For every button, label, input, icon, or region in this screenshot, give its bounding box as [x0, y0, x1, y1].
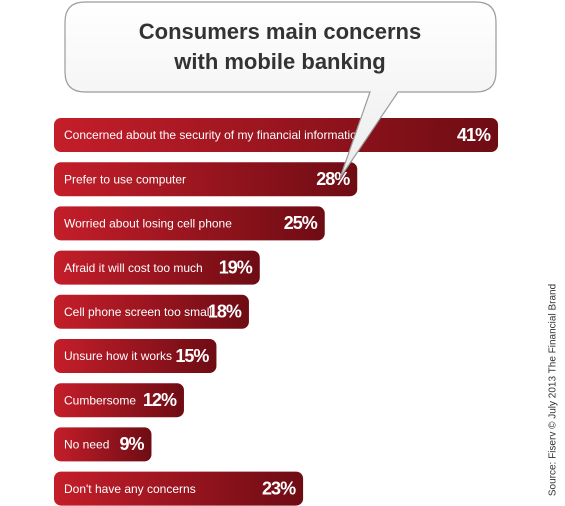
- speech-bubble: [64, 1, 497, 179]
- category-label: No need: [64, 438, 109, 452]
- category-label: Don't have any concerns: [64, 482, 196, 496]
- value-label: 19%: [219, 257, 253, 277]
- value-label: 9%: [119, 434, 144, 454]
- chart-title: with mobile banking: [173, 49, 385, 74]
- category-label: Prefer to use computer: [64, 172, 186, 186]
- bar: [54, 250, 260, 285]
- bars: Concerned about the security of my finan…: [54, 118, 499, 506]
- source-note: Source: Fiserv © July 2013 The Financial…: [548, 284, 559, 496]
- chart-title: Consumers main concerns: [139, 19, 421, 44]
- bar: [54, 339, 217, 373]
- value-label: 28%: [316, 169, 350, 189]
- bar: [54, 206, 325, 241]
- value-label: 41%: [457, 125, 491, 145]
- bar: [54, 294, 249, 329]
- category-label: Cell phone screen too small: [64, 305, 212, 319]
- category-label: Worried about losing cell phone: [64, 217, 232, 231]
- category-label: Afraid it will cost too much: [64, 261, 203, 275]
- category-label: Unsure how it works: [64, 349, 172, 363]
- value-label: 12%: [143, 390, 177, 410]
- value-label: 15%: [175, 346, 209, 366]
- value-label: 18%: [208, 302, 242, 322]
- value-label: 25%: [284, 213, 318, 233]
- value-label: 23%: [262, 478, 296, 498]
- bar: [54, 118, 499, 152]
- category-label: Concerned about the security of my finan…: [64, 128, 364, 142]
- bar: [54, 471, 304, 506]
- bar: [54, 427, 152, 462]
- bar: [54, 162, 358, 197]
- category-label: Cumbersome: [64, 393, 136, 407]
- title-bubble: Consumers main concerns with mobile bank…: [64, 1, 497, 179]
- bar: [54, 383, 184, 418]
